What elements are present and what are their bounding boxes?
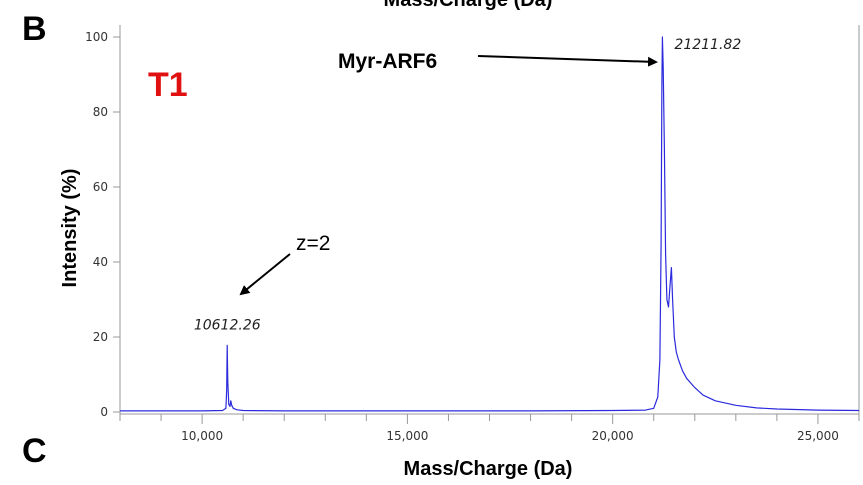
spectrum-line-series-0 [120,36,860,412]
plot-frame [119,25,860,415]
x-tick-label: 10,000 [181,429,223,443]
main-peak-name: Myr-ARF6 [338,50,437,73]
series-layer [120,36,860,412]
sample-label: T1 [148,66,188,104]
x-tick-label: 15,000 [386,429,428,443]
charge-note: z=2 [296,232,330,255]
x-tick-label: 25,000 [797,429,839,443]
peak-label: 10612.26 [194,317,261,333]
x-ticks: 10,000 15,000 20,000 25,000 [119,414,860,443]
x-tick-label: 20,000 [592,429,634,443]
charge-arrow [239,253,291,296]
panel-letter-c: C [22,432,47,470]
peak-label-layer: 10612.26 21211.82 [194,37,741,333]
y-tick-label: 20 [93,330,108,344]
main-peak-arrow [477,55,658,67]
y-tick-label: 40 [93,255,108,269]
y-axis-label: Intensity (%) [59,169,81,288]
y-tick-label: 60 [93,180,108,194]
y-ticks: 0 20 40 60 80 100 [85,30,120,419]
y-tick-label: 100 [85,30,108,44]
y-tick-label: 80 [93,105,108,119]
top-cut-xlabel: Mass/Charge (Da) [384,0,553,11]
peak-label: 21211.82 [674,37,741,53]
panel-letter-b: B [22,10,47,48]
x-axis-label: Mass/Charge (Da) [404,458,573,480]
y-tick-label: 0 [100,405,108,419]
